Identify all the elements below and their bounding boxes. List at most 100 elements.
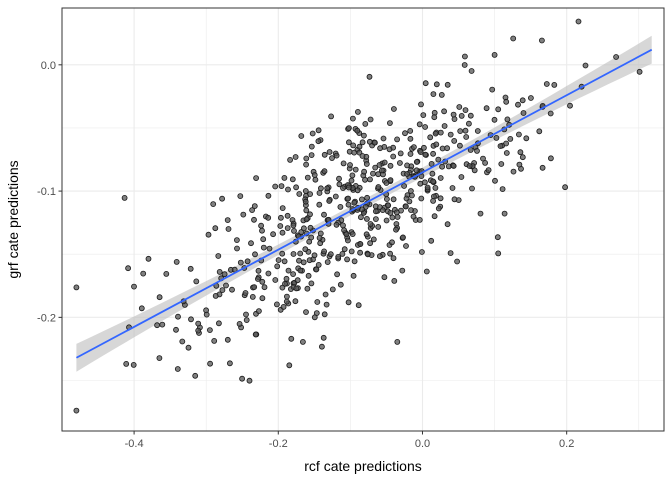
data-point xyxy=(236,320,243,327)
data-point xyxy=(240,211,247,218)
data-point xyxy=(260,244,267,251)
data-point xyxy=(242,290,249,296)
data-point xyxy=(399,267,406,274)
data-point xyxy=(350,272,357,279)
data-point xyxy=(370,170,376,177)
data-point xyxy=(205,231,212,238)
data-point xyxy=(261,284,268,291)
data-point xyxy=(363,215,370,222)
data-point xyxy=(416,121,423,128)
data-point xyxy=(281,174,288,181)
data-point xyxy=(299,338,306,345)
data-point xyxy=(356,143,363,150)
data-point xyxy=(283,298,290,305)
data-point xyxy=(308,280,315,287)
data-point xyxy=(278,183,285,190)
x-tick-label: -0.2 xyxy=(269,438,288,450)
data-point xyxy=(173,326,179,333)
data-point xyxy=(463,134,470,140)
data-point xyxy=(163,270,170,277)
data-point xyxy=(348,177,355,184)
data-point xyxy=(284,212,291,219)
data-point xyxy=(469,185,475,192)
data-point xyxy=(224,336,231,343)
data-point xyxy=(390,106,397,112)
data-point xyxy=(437,195,444,202)
data-point xyxy=(292,298,299,305)
data-point xyxy=(317,185,324,192)
data-point xyxy=(259,227,265,234)
data-point xyxy=(613,54,619,60)
data-point xyxy=(418,249,425,255)
data-point xyxy=(340,160,347,167)
data-point xyxy=(300,259,307,266)
data-point xyxy=(427,134,434,141)
data-point xyxy=(468,68,475,74)
data-point xyxy=(517,149,524,156)
data-point xyxy=(354,127,361,134)
data-point xyxy=(444,221,451,228)
data-point xyxy=(243,317,250,324)
data-point xyxy=(293,184,300,191)
data-point xyxy=(212,225,219,232)
data-point xyxy=(251,284,258,291)
data-point xyxy=(296,257,302,264)
data-point xyxy=(387,162,394,169)
data-point xyxy=(195,327,202,334)
data-point xyxy=(402,203,409,210)
data-point xyxy=(324,259,331,266)
data-point xyxy=(345,184,352,191)
data-point xyxy=(145,255,152,262)
data-point xyxy=(494,234,501,241)
data-point xyxy=(447,250,454,257)
data-point xyxy=(423,268,430,275)
data-point xyxy=(303,309,309,316)
data-point xyxy=(575,18,582,25)
data-point xyxy=(380,135,387,142)
data-point xyxy=(272,277,279,283)
data-point xyxy=(211,337,218,344)
data-point xyxy=(337,203,344,210)
data-point xyxy=(410,213,417,220)
data-point xyxy=(429,170,436,177)
data-point xyxy=(273,301,280,308)
data-point xyxy=(498,161,505,167)
data-point xyxy=(321,151,328,158)
data-point xyxy=(372,203,379,210)
data-point xyxy=(503,98,510,105)
data-point xyxy=(255,267,262,274)
data-point xyxy=(344,237,351,244)
data-point xyxy=(305,272,312,279)
data-point xyxy=(316,190,323,196)
data-point xyxy=(462,127,469,134)
data-point xyxy=(192,372,199,379)
data-point xyxy=(551,82,558,88)
data-point xyxy=(307,191,314,198)
data-point xyxy=(248,240,254,247)
fit-line xyxy=(75,48,653,359)
grid-layer xyxy=(62,8,664,431)
data-point xyxy=(408,207,414,214)
data-point xyxy=(352,166,359,173)
data-point xyxy=(523,135,530,142)
y-tick-label: -0.2 xyxy=(37,312,56,324)
data-point xyxy=(424,184,431,191)
data-point xyxy=(282,280,288,287)
data-point xyxy=(437,175,444,181)
data-point xyxy=(394,214,401,220)
data-point xyxy=(219,287,226,294)
data-point xyxy=(413,167,420,174)
data-point xyxy=(357,214,364,221)
data-point xyxy=(492,177,498,184)
data-point xyxy=(393,226,399,233)
y-tick-label: -0.1 xyxy=(37,186,56,198)
data-point xyxy=(308,143,315,150)
data-point xyxy=(226,360,233,367)
data-point xyxy=(383,217,390,224)
data-point xyxy=(321,311,328,318)
data-point xyxy=(375,171,382,178)
data-point xyxy=(499,186,506,193)
data-point xyxy=(497,143,504,150)
data-point xyxy=(219,195,226,202)
data-point xyxy=(339,250,346,257)
